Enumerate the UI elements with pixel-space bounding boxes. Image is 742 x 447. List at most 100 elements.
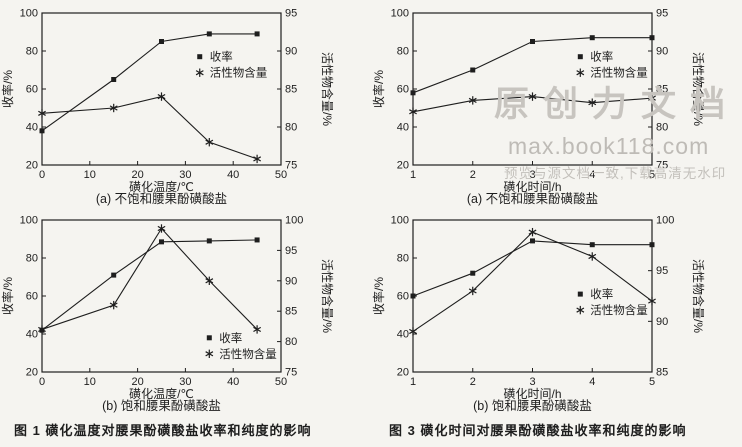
svg-text:40: 40 xyxy=(26,329,38,341)
plot-frame xyxy=(412,12,653,166)
plot-frame xyxy=(41,12,282,166)
yield-series xyxy=(39,237,260,333)
svg-text:活性物含量/%: 活性物含量/% xyxy=(691,52,706,126)
svg-text:0: 0 xyxy=(39,169,45,181)
x-axis: 0 10 20 30 40 50 磺化温度/℃ xyxy=(39,368,287,401)
svg-text:80: 80 xyxy=(26,253,38,265)
active-content-series xyxy=(38,224,262,334)
chart-time-unsaturated-svg: 1 2 3 4 5 磺化时间/h 20 40 60 80 100 收率/% 75 80 85 90 95 活性物含… xyxy=(371,8,706,207)
svg-text:活性物含量/%: 活性物含量/% xyxy=(320,52,335,126)
chart-temp-unsaturated: 0 10 20 30 40 50 磺化温度/℃ 20 40 60 80 100 收率/% 75 80 85 90… xyxy=(0,0,371,207)
svg-text:2: 2 xyxy=(470,169,476,181)
svg-text:磺化时间/h: 磺化时间/h xyxy=(503,180,561,194)
svg-text:40: 40 xyxy=(26,122,38,134)
svg-text:收率: 收率 xyxy=(590,50,613,64)
right-y-axis: 75 80 85 90 95 活性物含量/% xyxy=(648,8,706,172)
svg-text:95: 95 xyxy=(656,265,668,277)
svg-text:10: 10 xyxy=(84,169,96,181)
svg-text:75: 75 xyxy=(656,160,668,172)
svg-text:85: 85 xyxy=(285,84,297,96)
chart-temp-unsaturated-svg: 0 10 20 30 40 50磺化温度/℃20406080100收率/%75808590… xyxy=(0,8,335,207)
svg-text:90: 90 xyxy=(285,275,297,287)
subplot-caption: (a) 不饱和腰果酚磺酸盐 xyxy=(467,191,598,206)
yield-series xyxy=(410,238,655,299)
svg-text:5: 5 xyxy=(649,376,655,388)
svg-text:60: 60 xyxy=(397,291,409,303)
svg-text:30: 30 xyxy=(179,169,191,181)
svg-text:95: 95 xyxy=(285,8,297,20)
svg-text:60: 60 xyxy=(26,84,38,96)
svg-text:1: 1 xyxy=(410,376,416,388)
svg-text:90: 90 xyxy=(656,46,668,58)
svg-text:100: 100 xyxy=(285,215,303,227)
svg-text:80: 80 xyxy=(285,122,297,134)
svg-text:收率: 收率 xyxy=(590,287,613,301)
svg-text:100: 100 xyxy=(20,8,38,20)
figure-captions-row: 图 1 磺化温度对腰果酚磺酸盐收率和纯度的影响 图 3 磺化时间对腰果酚磺酸盐收… xyxy=(0,420,742,439)
svg-text:3: 3 xyxy=(529,376,535,388)
left-y-axis: 20 40 60 80 100 收率/% xyxy=(371,215,417,379)
subplot-caption: (a) 不饱和腰果酚磺酸盐 xyxy=(96,191,227,206)
svg-text:收率/%: 收率/% xyxy=(371,70,386,108)
svg-text:90: 90 xyxy=(285,46,297,58)
svg-text:收率/%: 收率/% xyxy=(371,277,386,315)
svg-text:85: 85 xyxy=(285,306,297,318)
svg-text:100: 100 xyxy=(20,215,38,227)
svg-text:80: 80 xyxy=(656,122,668,134)
svg-text:95: 95 xyxy=(656,8,668,20)
x-axis: 0 10 20 30 40 50 磺化温度/℃ xyxy=(39,161,287,194)
svg-text:20: 20 xyxy=(397,367,409,379)
svg-text:3: 3 xyxy=(529,169,535,181)
svg-text:磺化温度/℃: 磺化温度/℃ xyxy=(129,179,194,194)
figure3-caption: 图 3 磺化时间对腰果酚磺酸盐收率和纯度的影响 xyxy=(389,423,687,438)
svg-text:100: 100 xyxy=(391,8,409,20)
svg-text:活性物含量/%: 活性物含量/% xyxy=(691,259,706,333)
svg-text:收率: 收率 xyxy=(210,50,233,64)
svg-text:80: 80 xyxy=(397,253,409,265)
svg-text:1: 1 xyxy=(410,169,416,181)
svg-text:活性物含量: 活性物含量 xyxy=(219,347,276,361)
subplot-caption: (b) 饱和腰果酚磺酸盐 xyxy=(473,398,592,413)
svg-text:2: 2 xyxy=(470,376,476,388)
right-y-axis: 75 80 85 90 95 100 活性物含量/% xyxy=(277,215,335,379)
svg-text:100: 100 xyxy=(391,215,409,227)
svg-text:5: 5 xyxy=(649,169,655,181)
svg-text:90: 90 xyxy=(656,316,668,328)
svg-text:收率/%: 收率/% xyxy=(0,277,15,315)
svg-text:50: 50 xyxy=(275,169,287,181)
svg-text:40: 40 xyxy=(227,169,239,181)
figure1-caption: 图 1 磺化温度对腰果酚磺酸盐收率和纯度的影响 xyxy=(14,423,312,438)
svg-text:75: 75 xyxy=(285,367,297,379)
svg-text:20: 20 xyxy=(397,160,409,172)
svg-text:20: 20 xyxy=(131,169,143,181)
svg-text:20: 20 xyxy=(131,376,143,388)
svg-text:85: 85 xyxy=(656,367,668,379)
chart-time-saturated-svg: 1 2 3 4 5 磺化时间/h 20 40 60 80 100 收率/% 85 90 95 100 活性物含量… xyxy=(371,215,706,414)
svg-text:收率/%: 收率/% xyxy=(0,70,15,108)
svg-text:40: 40 xyxy=(397,122,409,134)
svg-text:活性物含量/%: 活性物含量/% xyxy=(320,259,335,333)
chart-temp-saturated: 0 10 20 30 40 50 磺化温度/℃ 20 40 60 80 100 收率/% 75 80 85 90… xyxy=(0,207,371,414)
svg-text:40: 40 xyxy=(397,329,409,341)
svg-text:4: 4 xyxy=(589,169,595,181)
right-y-axis: 75 80 85 90 95 活性物含量/% xyxy=(277,8,335,172)
svg-text:30: 30 xyxy=(179,376,191,388)
active-content-series xyxy=(38,92,262,164)
svg-text:磺化时间/h: 磺化时间/h xyxy=(503,387,561,401)
chart-temp-saturated-svg: 0 10 20 30 40 50磺化温度/℃20406080100收率/%75808590… xyxy=(0,215,335,414)
svg-text:10: 10 xyxy=(84,376,96,388)
svg-text:磺化温度/℃: 磺化温度/℃ xyxy=(129,386,194,401)
right-y-axis: 85 90 95 100 活性物含量/% xyxy=(648,215,706,379)
svg-text:75: 75 xyxy=(285,160,297,172)
left-y-axis: 20 40 60 80 100 收率/% xyxy=(371,8,417,172)
svg-text:活性物含量: 活性物含量 xyxy=(590,303,648,317)
chart-time-unsaturated: 1 2 3 4 5 磺化时间/h 20 40 60 80 100 收率/% 75 80 85 90 95 活性物含… xyxy=(371,0,742,207)
active-content-series xyxy=(409,92,656,116)
svg-text:100: 100 xyxy=(656,215,674,227)
svg-text:40: 40 xyxy=(227,376,239,388)
